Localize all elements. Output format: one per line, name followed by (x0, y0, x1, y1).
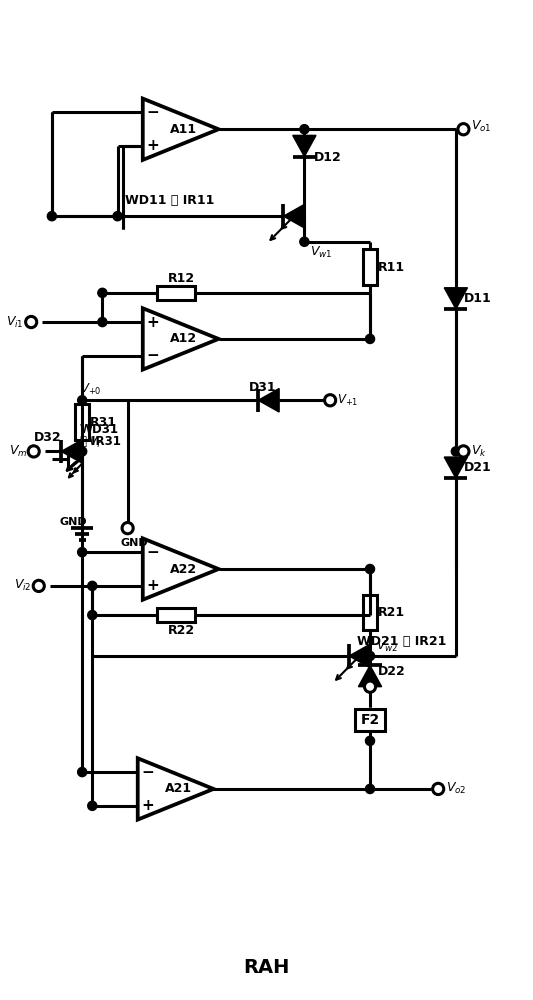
Circle shape (451, 447, 461, 456)
Circle shape (325, 395, 336, 406)
Text: F2: F2 (360, 713, 379, 727)
Bar (363, 595, 377, 630)
Polygon shape (284, 204, 304, 228)
Circle shape (366, 564, 375, 574)
Text: +: + (147, 578, 159, 593)
Circle shape (366, 736, 375, 745)
Text: WD31: WD31 (79, 423, 119, 436)
Circle shape (365, 681, 376, 692)
Text: R31: R31 (90, 416, 117, 429)
Circle shape (78, 447, 87, 456)
Text: $V_{o2}$: $V_{o2}$ (446, 781, 466, 796)
Text: +: + (147, 315, 159, 330)
Text: A12: A12 (169, 332, 197, 345)
Text: 或 IR31: 或 IR31 (79, 435, 120, 448)
Text: GND: GND (60, 517, 87, 527)
Text: $V_{i2}$: $V_{i2}$ (14, 578, 31, 593)
Circle shape (366, 784, 375, 794)
Text: GND: GND (120, 538, 148, 548)
Text: R21: R21 (377, 606, 405, 619)
Bar (363, 249, 377, 285)
Circle shape (366, 651, 375, 661)
Text: $V_{i1}$: $V_{i1}$ (6, 314, 24, 330)
Text: −: − (141, 765, 154, 780)
Circle shape (458, 446, 469, 457)
Text: D21: D21 (463, 461, 491, 474)
Text: R11: R11 (377, 261, 405, 274)
Text: $V_{o1}$: $V_{o1}$ (471, 119, 491, 134)
Polygon shape (349, 644, 370, 668)
Text: +: + (141, 798, 154, 813)
Polygon shape (293, 135, 316, 157)
Polygon shape (444, 288, 467, 309)
Text: $V_{+0}$: $V_{+0}$ (79, 381, 101, 397)
Circle shape (47, 212, 56, 221)
Text: D22: D22 (377, 665, 405, 678)
Text: $V_m$: $V_m$ (9, 444, 27, 459)
Circle shape (88, 801, 97, 810)
Text: D11: D11 (463, 292, 491, 305)
Circle shape (98, 288, 107, 297)
Circle shape (300, 237, 309, 246)
Text: R22: R22 (168, 624, 195, 637)
Text: R12: R12 (168, 272, 195, 285)
Bar (157, 608, 195, 622)
Circle shape (300, 125, 309, 134)
Circle shape (78, 548, 87, 557)
Bar (355, 709, 385, 731)
Bar (75, 404, 89, 440)
Text: A22: A22 (169, 563, 197, 576)
Polygon shape (358, 665, 382, 687)
Text: WD21 或 IR21: WD21 或 IR21 (357, 635, 446, 648)
Circle shape (458, 124, 469, 135)
Text: −: − (147, 545, 159, 560)
Text: A11: A11 (169, 123, 197, 136)
Text: WD11 或 IR11: WD11 或 IR11 (125, 194, 214, 207)
Text: $V_{+1}$: $V_{+1}$ (337, 393, 359, 408)
Text: $V_k$: $V_k$ (471, 444, 487, 459)
Circle shape (88, 610, 97, 620)
Circle shape (78, 396, 87, 405)
Text: $V_{w2}$: $V_{w2}$ (376, 639, 398, 654)
Circle shape (33, 580, 44, 592)
Text: $V_{w1}$: $V_{w1}$ (310, 244, 333, 260)
Polygon shape (258, 389, 279, 412)
Circle shape (26, 316, 37, 328)
Text: RAH: RAH (243, 958, 290, 977)
Circle shape (98, 317, 107, 327)
Text: D31: D31 (249, 381, 277, 394)
Polygon shape (444, 457, 467, 478)
Circle shape (366, 334, 375, 344)
Circle shape (122, 523, 133, 534)
Circle shape (88, 581, 97, 591)
Polygon shape (61, 440, 82, 463)
Text: $V_f$: $V_f$ (88, 435, 103, 450)
Text: −: − (147, 348, 159, 363)
Text: D32: D32 (34, 431, 61, 444)
Text: −: − (147, 105, 159, 120)
Text: +: + (147, 138, 159, 153)
Text: D12: D12 (313, 151, 341, 164)
Circle shape (78, 767, 87, 777)
Circle shape (433, 783, 444, 795)
Circle shape (28, 446, 39, 457)
Text: A21: A21 (165, 782, 192, 795)
Circle shape (113, 212, 122, 221)
Bar (157, 286, 195, 300)
